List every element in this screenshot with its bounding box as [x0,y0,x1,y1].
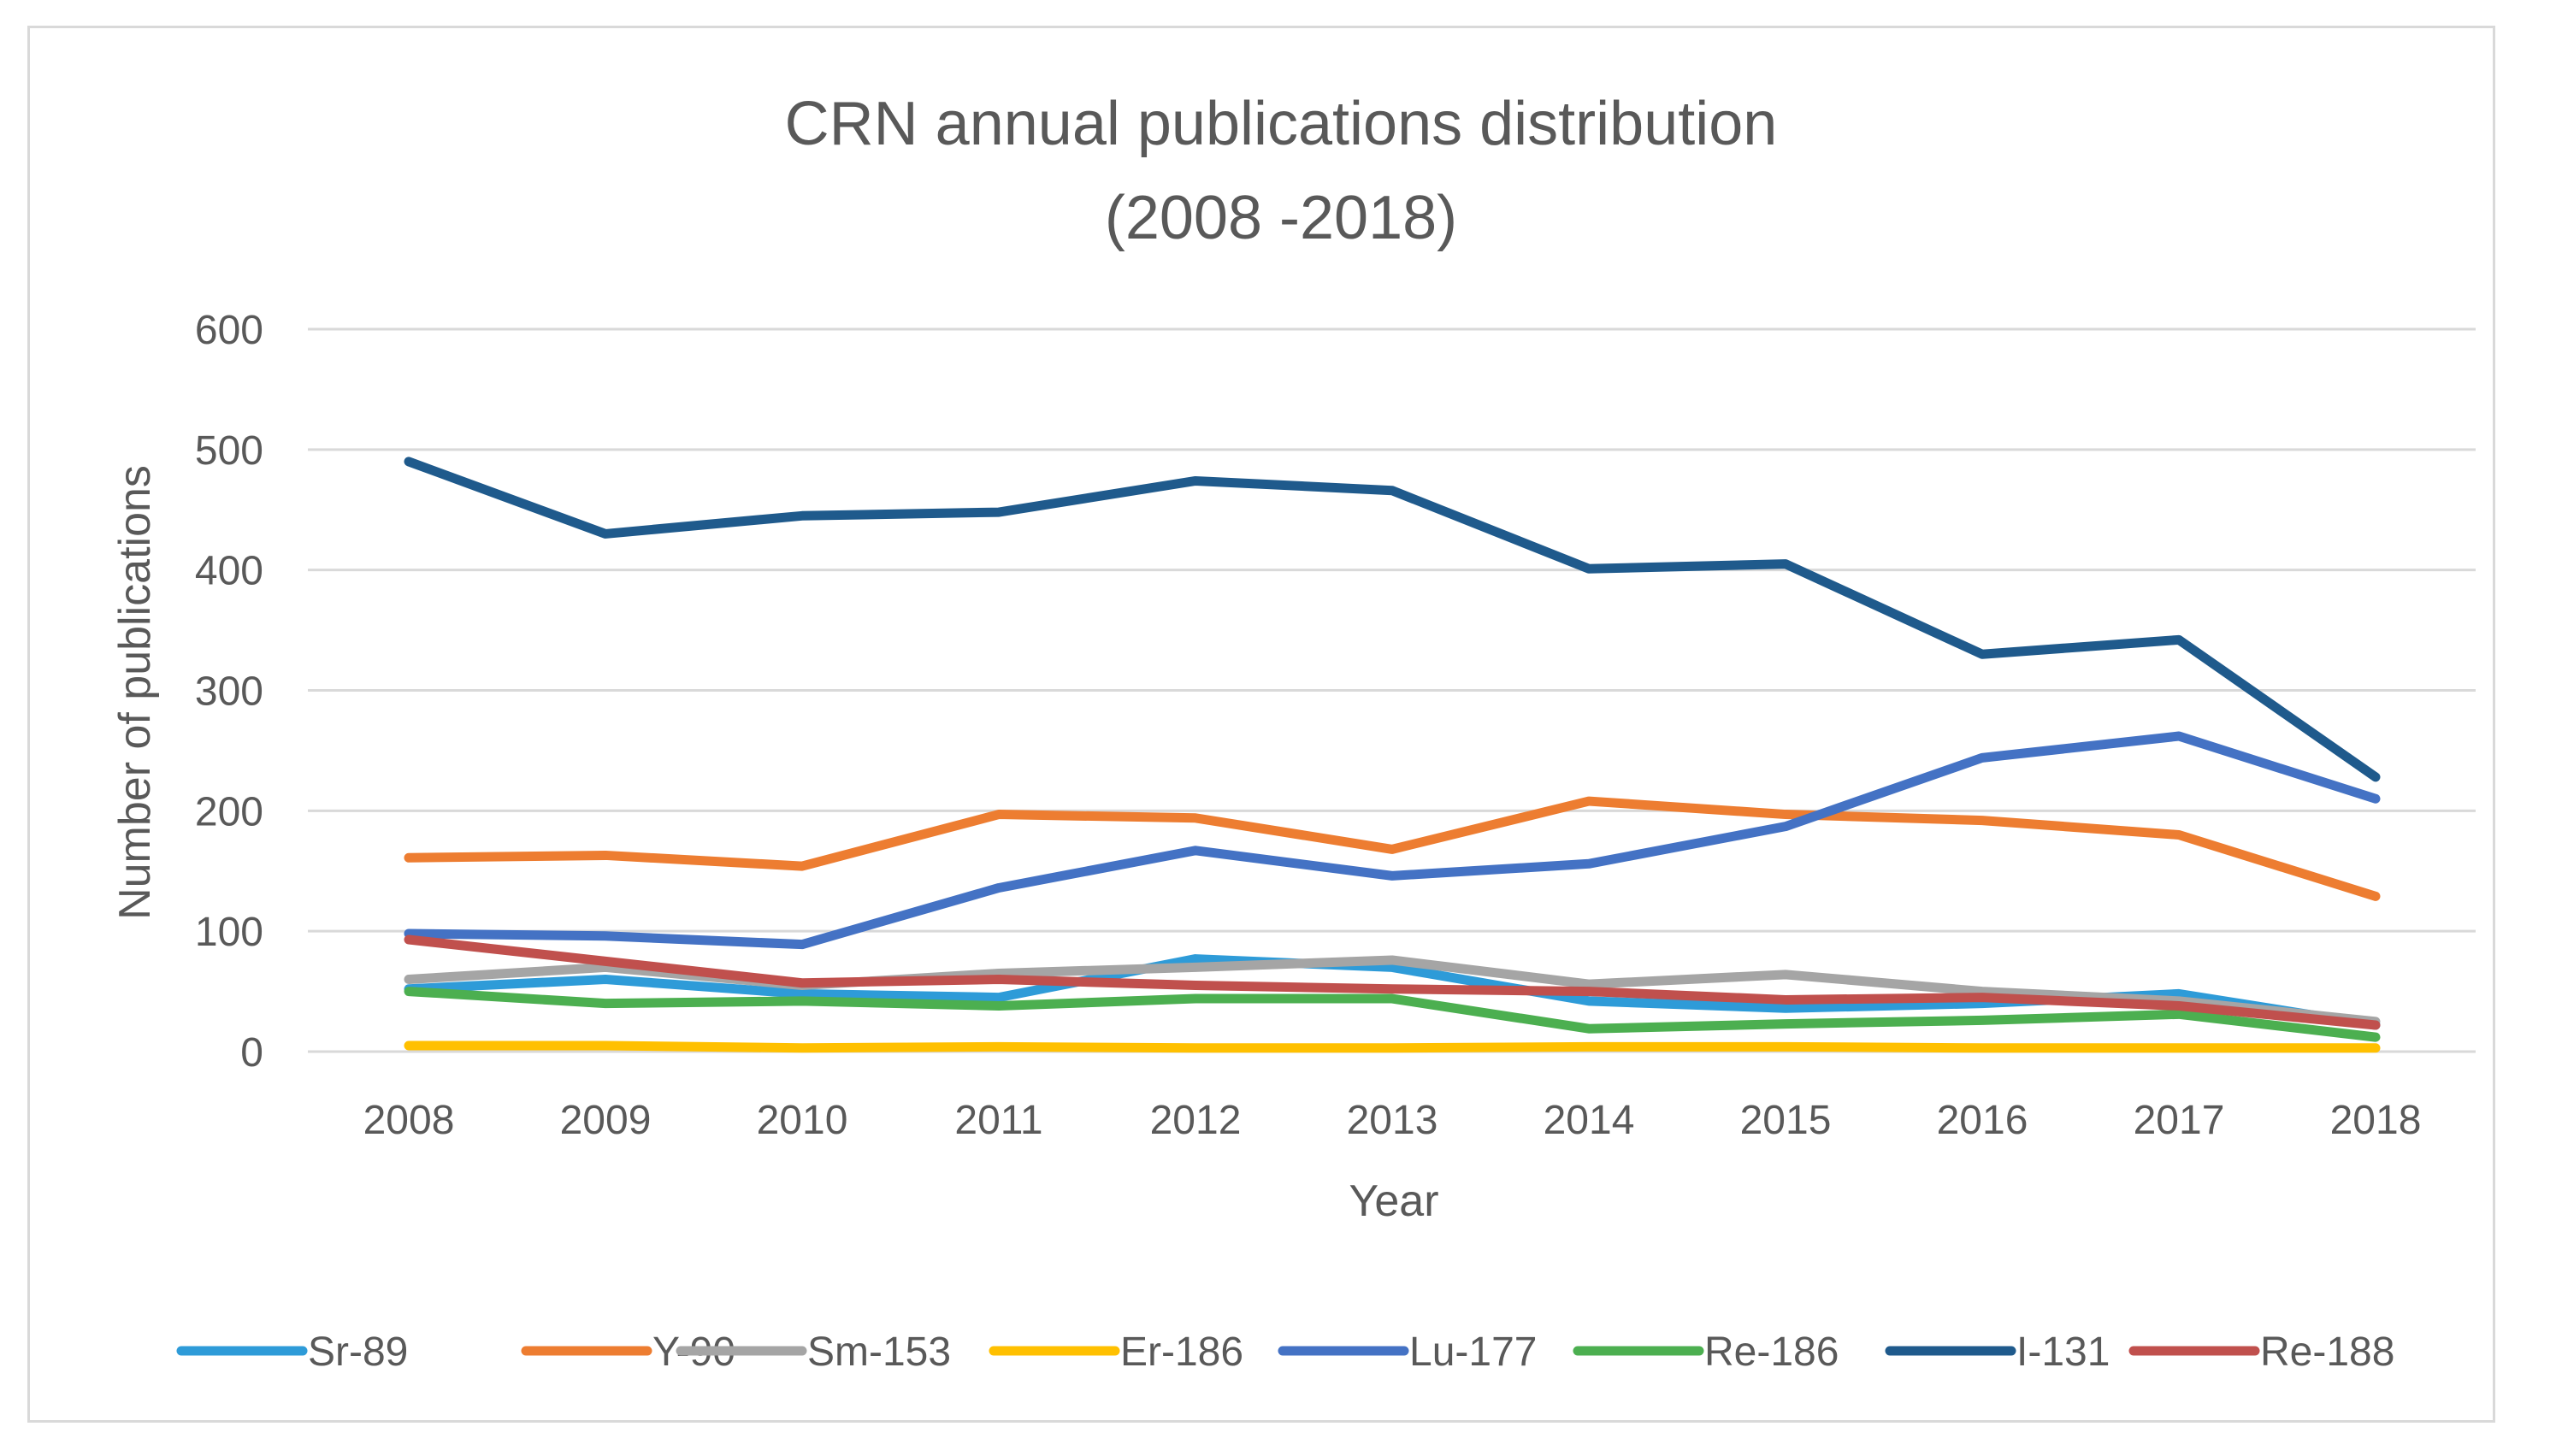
series-line-re-186 [404,987,2381,1042]
x-tick-label: 2010 [757,1098,848,1143]
chart-subtitle: (2008 -2018) [1104,184,1458,252]
y-axis-label: Number of publications [110,465,160,920]
legend-item-sr-89: Sr-89 [176,1329,408,1375]
legend-label: Re-188 [2260,1329,2394,1375]
x-tick-label: 2009 [560,1098,652,1143]
legend-label: Sr-89 [308,1329,408,1375]
legend-label: Re-186 [1704,1329,1839,1375]
legend-item-er-186: Er-186 [989,1329,1243,1375]
x-tick-label: 2011 [954,1098,1042,1143]
x-axis-ticks: 2008 2009 2010 2011 2012 2013 2014 2015 2016 2017… [363,1098,2422,1143]
series-lines [404,457,2381,1053]
y-tick-label: 300 [195,669,263,715]
x-tick-label: 2018 [2330,1098,2422,1143]
legend-item-re-186: Re-186 [1573,1329,1839,1375]
legend: Sr-89Y-90Sm-153Er-186Lu-177Re-186I-131Re… [176,1329,2394,1375]
legend-label: Sm-153 [807,1329,951,1375]
series-line-y-90 [404,796,2381,901]
series-line-lu-177 [404,731,2381,950]
gridlines [308,327,2476,1053]
chart-frame [27,26,2495,1423]
series-line-i-131 [404,457,2381,782]
series-line-er-186 [404,1040,2381,1053]
legend-label: I-131 [2016,1329,2110,1375]
x-tick-label: 2008 [363,1098,455,1143]
y-tick-label: 100 [195,910,263,955]
x-tick-label: 2014 [1544,1098,1635,1143]
x-tick-label: 2017 [2134,1098,2225,1143]
y-tick-label: 500 [195,428,263,474]
x-tick-label: 2012 [1150,1098,1242,1143]
x-tick-label: 2016 [1937,1098,2028,1143]
chart-title: CRN annual publications distribution [784,90,1778,158]
x-axis-label: Year [1349,1176,1438,1226]
y-tick-label: 600 [195,308,263,353]
y-tick-label: 400 [195,549,263,594]
series-line-re-188 [404,934,2381,1030]
legend-label: Lu-177 [1409,1329,1537,1375]
y-tick-label: 200 [195,789,263,834]
legend-label: Er-186 [1120,1329,1243,1375]
y-tick-label: 0 [240,1030,263,1076]
y-axis-ticks: 0 100 200 300 400 500 600 [195,308,263,1076]
legend-item-i-131: I-131 [1885,1329,2110,1375]
x-tick-label: 2013 [1347,1098,1438,1143]
x-tick-label: 2015 [1740,1098,1832,1143]
legend-item-sm-153: Sm-153 [676,1329,951,1375]
legend-item-lu-177: Lu-177 [1278,1329,1537,1375]
legend-item-re-188: Re-188 [2128,1329,2394,1375]
